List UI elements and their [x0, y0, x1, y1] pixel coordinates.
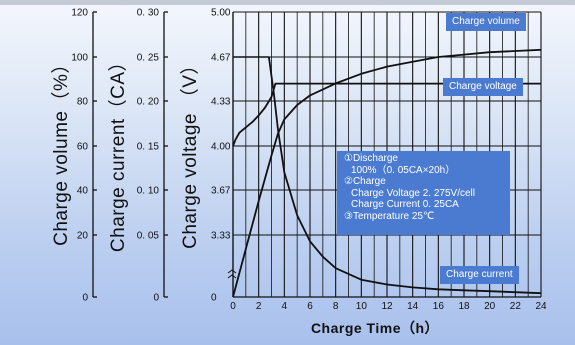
voltage-tick-label: 3.33 [211, 231, 231, 242]
x-tick-label: 14 [407, 301, 419, 312]
x-tick-label: 2 [256, 301, 262, 312]
volume-tick-label: 100 [71, 53, 88, 64]
volume-tick-label: 60 [77, 142, 89, 153]
voltage-tick-label: 4.67 [211, 53, 231, 64]
x-tick-label: 22 [510, 301, 522, 312]
test-conditions-note: ①Discharge 100%（0. 05CA×20h） ②Charge Cha… [337, 151, 510, 235]
voltage-tick-label: 0 [211, 293, 217, 304]
volume-tick-label: 0 [82, 293, 88, 304]
axis-break-mark [227, 269, 237, 279]
current-tick-label: 0 [153, 293, 159, 304]
x-tick-label: 10 [356, 301, 368, 312]
x-axis-title: Charge Time（h） [311, 320, 439, 336]
note-line-3: ②Charge [344, 176, 386, 187]
x-tick-label: 8 [333, 301, 339, 312]
series-label-charge-voltage: Charge voltage [443, 78, 523, 96]
volume-tick-label: 40 [77, 186, 89, 197]
note-line-5: Charge Current 0. 25CA [351, 199, 459, 210]
current-tick-label: 0. 30 [137, 8, 160, 19]
x-tick-label: 6 [307, 301, 313, 312]
voltage-tick-label: 3.67 [211, 186, 231, 197]
note-line-4: Charge Voltage 2. 275V/cell [351, 187, 475, 199]
current-tick-label: 0. 10 [137, 186, 160, 197]
x-tick-label: 16 [433, 301, 445, 312]
x-tick-label: 24 [535, 301, 547, 312]
top-strip [0, 0, 575, 5]
series-label-charge-current: Charge current [440, 266, 519, 284]
current-tick-label: 0. 05 [137, 231, 160, 242]
note-line-6: ③Temperature 25℃ [344, 210, 435, 222]
x-tick-label: 0 [230, 301, 236, 312]
volume-tick-label: 20 [77, 231, 89, 242]
x-tick-label: 4 [282, 301, 288, 312]
current-tick-label: 0. 15 [137, 142, 160, 153]
y-axis-title-current: Charge current（CA） [107, 52, 129, 252]
current-tick-label: 0. 20 [137, 97, 160, 108]
voltage-tick-label: 4.33 [211, 97, 231, 108]
current-tick-label: 0. 25 [137, 53, 160, 64]
y-axis-title-volume: Charge volume（%） [50, 54, 72, 246]
y-axis-title-voltage: Charge voltage （V） [179, 55, 201, 249]
voltage-tick-label: 5.00 [211, 8, 231, 19]
volume-tick-label: 80 [77, 97, 89, 108]
volume-tick-label: 120 [71, 8, 88, 19]
voltage-tick-label: 4.00 [211, 142, 231, 153]
series-lines [232, 48, 542, 298]
x-tick-label: 18 [458, 301, 470, 312]
series-charge-current [268, 56, 542, 295]
series-label-charge-volume: Charge volume [446, 13, 526, 31]
x-tick-label: 12 [381, 301, 393, 312]
x-tick-label: 20 [484, 301, 496, 312]
axes [92, 11, 541, 298]
note-line-1: ①Discharge [344, 153, 398, 164]
note-line-2: 100%（0. 05CA×20h） [351, 164, 456, 176]
